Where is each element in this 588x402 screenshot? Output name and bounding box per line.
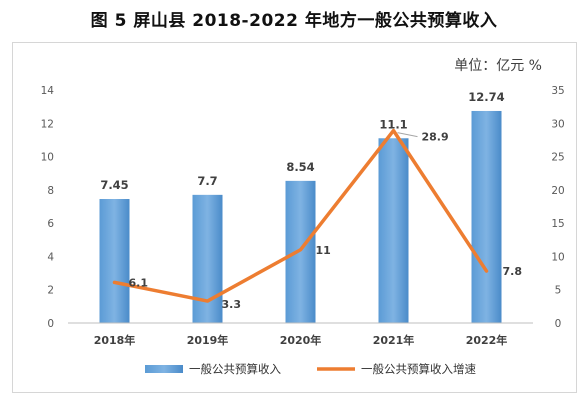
- left-tick-label: 12: [41, 118, 54, 130]
- unit-label: 单位：亿元 %: [454, 58, 542, 74]
- line-series: [112, 128, 489, 303]
- right-tick-label: 35: [551, 85, 564, 97]
- left-tick-label: 6: [47, 218, 54, 230]
- left-axis: 0 2 4 6 8 10 12 14: [41, 85, 55, 330]
- right-tick-label: 5: [555, 285, 562, 297]
- bar-labels: 7.45 7.7 8.54 11.1 12.74: [100, 90, 504, 192]
- legend: 一般公共预算收入 一般公共预算收入增速: [145, 362, 476, 376]
- bar: [192, 194, 223, 323]
- leader-line: [397, 132, 418, 138]
- right-axis: 0 5 10 15 20 25 30 35: [551, 85, 564, 330]
- figure-title: 图 5 屏山县 2018-2022 年地方一般公共预算收入: [90, 11, 498, 31]
- line-data-label: 11: [316, 244, 331, 257]
- left-tick-label: 10: [41, 152, 54, 164]
- line-data-label: 7.8: [503, 265, 523, 278]
- category-label: 2022年: [466, 333, 508, 347]
- growth-line: [112, 128, 489, 303]
- bar-data-label: 8.54: [286, 160, 314, 174]
- bar: [99, 199, 130, 323]
- right-tick-label: 30: [551, 118, 564, 130]
- line-data-label: 6.1: [129, 276, 149, 289]
- legend-bar-label: 一般公共预算收入: [189, 362, 281, 376]
- legend-line-label: 一般公共预算收入增速: [361, 362, 476, 376]
- bar-series: [99, 110, 502, 323]
- bar: [285, 180, 316, 323]
- line-data-label: 28.9: [422, 131, 449, 144]
- right-tick-label: 15: [551, 218, 564, 230]
- bar-data-label: 7.45: [100, 178, 128, 192]
- bar-data-label: 11.1: [379, 117, 407, 131]
- category-label: 2021年: [373, 333, 415, 347]
- left-tick-label: 0: [47, 318, 54, 330]
- x-axis: 2018年 2019年 2020年 2021年 2022年: [68, 322, 533, 347]
- bar-data-label: 7.7: [197, 174, 217, 188]
- category-label: 2020年: [280, 333, 322, 347]
- chart-frame: 单位：亿元 % 0 2 4 6 8 10 12 14 0 5 10 15 20 25 30 35 7.45 7…: [12, 42, 577, 393]
- category-label: 2018年: [94, 333, 136, 347]
- line-labels: 6.1 3.3 11 28.9 7.8: [129, 131, 523, 311]
- bar: [378, 138, 409, 323]
- bar-data-label: 12.74: [468, 90, 504, 104]
- line-data-label: 3.3: [222, 298, 242, 311]
- right-tick-label: 25: [551, 152, 564, 164]
- legend-bar-swatch: [145, 365, 183, 373]
- left-tick-label: 14: [41, 85, 55, 97]
- right-tick-label: 20: [551, 185, 564, 197]
- category-label: 2019年: [187, 333, 229, 347]
- left-tick-label: 2: [47, 285, 54, 297]
- bar: [471, 110, 502, 323]
- left-tick-label: 8: [47, 185, 54, 197]
- left-tick-label: 4: [47, 251, 54, 263]
- right-tick-label: 0: [555, 318, 562, 330]
- right-tick-label: 10: [551, 251, 564, 263]
